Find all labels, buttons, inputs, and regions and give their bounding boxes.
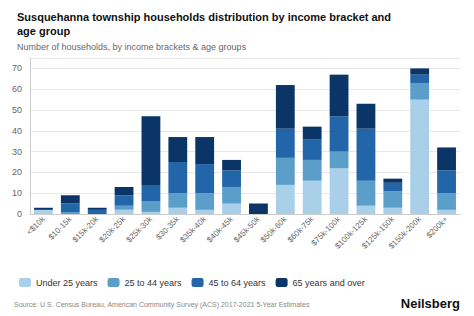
svg-text:25 to 44 years: 25 to 44 years (125, 278, 183, 288)
svg-text:45 to 64 years: 45 to 64 years (209, 278, 267, 288)
svg-text:0: 0 (17, 209, 22, 219)
svg-text:<$10k: <$10k (25, 215, 47, 237)
svg-text:20: 20 (12, 167, 22, 177)
svg-text:50: 50 (12, 105, 22, 115)
svg-text:$20k-25k: $20k-25k (98, 215, 128, 245)
svg-text:$75k-100k: $75k-100k (309, 214, 343, 248)
svg-text:Number of households, by incom: Number of households, by income brackets… (17, 42, 247, 52)
svg-text:$150k-200k: $150k-200k (387, 215, 423, 251)
svg-text:$125k-150k: $125k-150k (360, 214, 396, 251)
svg-text:Under 25 years: Under 25 years (36, 278, 98, 288)
svg-text:$10-15k: $10-15k (47, 215, 74, 242)
svg-text:$25k-30k: $25k-30k (125, 215, 155, 245)
svg-text:$30-35k: $30-35k (154, 215, 181, 242)
svg-text:$40k-45k: $40k-45k (205, 215, 235, 245)
svg-text:$50k-60k: $50k-60k (259, 215, 289, 245)
svg-text:age group: age group (17, 25, 70, 37)
svg-text:$45k-50k: $45k-50k (232, 215, 262, 245)
svg-text:40: 40 (12, 126, 22, 136)
svg-text:$200k+: $200k+ (425, 215, 450, 240)
svg-text:Source: U.S. Census Bureau, Am: Source: U.S. Census Bureau, American Com… (14, 301, 310, 309)
svg-text:$35k-40k: $35k-40k (178, 215, 208, 245)
svg-text:$100k-125k: $100k-125k (333, 214, 370, 251)
svg-text:30: 30 (12, 147, 22, 157)
svg-text:65 years and over: 65 years and over (293, 278, 365, 288)
svg-text:$15k-20k: $15k-20k (71, 215, 101, 245)
svg-text:$60k-75k: $60k-75k (285, 214, 316, 245)
svg-text:60: 60 (12, 84, 22, 94)
svg-text:Neilsberg: Neilsberg (401, 296, 460, 311)
svg-text:Susquehanna township household: Susquehanna township households distribu… (17, 11, 391, 23)
svg-text:10: 10 (12, 188, 22, 198)
svg-text:70: 70 (12, 63, 22, 73)
